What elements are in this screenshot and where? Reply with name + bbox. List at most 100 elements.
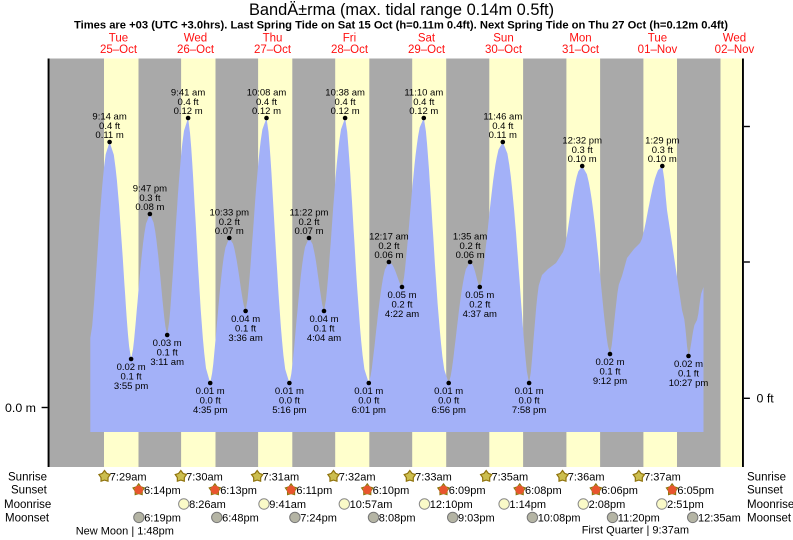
svg-text:1:35 am: 1:35 am: [453, 232, 487, 243]
svg-text:0.01 m: 0.01 m: [275, 386, 304, 397]
svg-text:6:08pm: 6:08pm: [525, 485, 562, 497]
svg-text:0.1 ft: 0.1 ft: [121, 372, 142, 383]
svg-text:7:32am: 7:32am: [339, 471, 376, 483]
svg-text:2:51pm: 2:51pm: [667, 499, 704, 511]
svg-text:0.0 ft: 0.0 ft: [200, 396, 221, 407]
svg-text:Wed: Wed: [184, 33, 207, 45]
svg-text:0.12 m: 0.12 m: [331, 106, 360, 117]
svg-text:Moonrise: Moonrise: [4, 499, 51, 511]
svg-text:3:11 am: 3:11 am: [150, 357, 184, 368]
svg-text:Fri: Fri: [343, 33, 356, 45]
svg-text:Sat: Sat: [418, 33, 436, 45]
svg-text:0.1 ft: 0.1 ft: [157, 348, 178, 359]
svg-text:7:35am: 7:35am: [492, 471, 529, 483]
svg-text:10:27 pm: 10:27 pm: [669, 378, 709, 389]
svg-text:12:32 pm: 12:32 pm: [562, 136, 602, 147]
svg-text:6:09pm: 6:09pm: [449, 485, 486, 497]
svg-text:6:11pm: 6:11pm: [296, 485, 332, 497]
svg-text:8:26am: 8:26am: [189, 499, 226, 511]
svg-text:6:19pm: 6:19pm: [144, 512, 181, 524]
svg-text:6:56 pm: 6:56 pm: [432, 405, 466, 416]
svg-text:7:36am: 7:36am: [568, 471, 605, 483]
svg-text:7:31am: 7:31am: [263, 471, 300, 483]
svg-text:Mon: Mon: [569, 33, 591, 45]
svg-text:4:04 am: 4:04 am: [307, 333, 341, 344]
svg-text:0.3 ft: 0.3 ft: [652, 145, 673, 156]
svg-text:Tue: Tue: [109, 33, 128, 45]
svg-text:0.1 ft: 0.1 ft: [313, 324, 334, 335]
svg-text:0.07 m: 0.07 m: [294, 226, 323, 237]
svg-text:0.4 ft: 0.4 ft: [99, 121, 120, 132]
svg-text:0.3 ft: 0.3 ft: [572, 145, 593, 156]
svg-text:10:57am: 10:57am: [350, 499, 393, 511]
svg-text:1:29 pm: 1:29 pm: [645, 136, 679, 147]
svg-text:11:22 pm: 11:22 pm: [290, 208, 329, 219]
svg-text:27–Oct: 27–Oct: [254, 44, 292, 56]
svg-text:12:35am: 12:35am: [698, 512, 741, 524]
svg-text:12:17 am: 12:17 am: [369, 232, 409, 243]
svg-text:0.4 ft: 0.4 ft: [492, 121, 513, 132]
svg-text:Moonset: Moonset: [5, 512, 50, 524]
svg-text:Moonrise: Moonrise: [747, 499, 793, 511]
svg-text:0.2 ft: 0.2 ft: [219, 217, 240, 228]
svg-text:0.10 m: 0.10 m: [648, 154, 677, 165]
svg-text:0.10 m: 0.10 m: [568, 154, 597, 165]
svg-text:0.0 m: 0.0 m: [5, 401, 36, 415]
svg-text:28–Oct: 28–Oct: [331, 44, 369, 56]
svg-text:7:33am: 7:33am: [415, 471, 452, 483]
svg-text:02–Nov: 02–Nov: [715, 44, 755, 56]
svg-text:0.4 ft: 0.4 ft: [335, 97, 356, 108]
svg-text:0.2 ft: 0.2 ft: [378, 241, 399, 252]
svg-text:0.01 m: 0.01 m: [354, 386, 383, 397]
svg-text:7:24pm: 7:24pm: [300, 512, 337, 524]
svg-text:0.05 m: 0.05 m: [387, 290, 416, 301]
svg-text:9:12 pm: 9:12 pm: [593, 376, 627, 387]
svg-text:10:08 am: 10:08 am: [247, 88, 287, 99]
svg-text:0.0 ft: 0.0 ft: [358, 396, 379, 407]
svg-text:0.02 m: 0.02 m: [674, 359, 703, 370]
svg-text:4:37 am: 4:37 am: [463, 309, 497, 320]
svg-text:6:14pm: 6:14pm: [144, 485, 181, 497]
svg-text:12:10pm: 12:10pm: [430, 499, 473, 511]
svg-text:0.1 ft: 0.1 ft: [235, 324, 256, 335]
svg-text:Moonset: Moonset: [747, 512, 792, 524]
svg-text:10:33 pm: 10:33 pm: [209, 208, 249, 219]
svg-text:0.05 m: 0.05 m: [465, 290, 494, 301]
svg-text:0.0 ft: 0.0 ft: [438, 396, 459, 407]
svg-text:7:30am: 7:30am: [186, 471, 223, 483]
svg-text:9:41am: 9:41am: [269, 499, 306, 511]
svg-text:0.0 ft: 0.0 ft: [519, 396, 540, 407]
svg-text:7:37am: 7:37am: [644, 471, 681, 483]
svg-text:0.0 ft: 0.0 ft: [279, 396, 300, 407]
svg-text:0.11 m: 0.11 m: [489, 130, 517, 141]
svg-text:0 ft: 0 ft: [757, 392, 775, 406]
svg-text:0.02 m: 0.02 m: [117, 362, 146, 373]
svg-text:Thu: Thu: [263, 33, 283, 45]
svg-text:8:08pm: 8:08pm: [379, 512, 416, 524]
svg-text:Wed: Wed: [723, 33, 746, 45]
svg-text:0.06 m: 0.06 m: [374, 250, 403, 261]
svg-text:9:41 am: 9:41 am: [171, 88, 205, 99]
svg-text:4:22 am: 4:22 am: [385, 309, 419, 320]
svg-text:9:47 pm: 9:47 pm: [133, 184, 167, 195]
svg-text:0.4 ft: 0.4 ft: [256, 97, 277, 108]
svg-text:0.06 m: 0.06 m: [456, 250, 485, 261]
svg-text:Sunrise: Sunrise: [8, 471, 47, 483]
svg-text:6:06pm: 6:06pm: [601, 485, 638, 497]
svg-text:1:14pm: 1:14pm: [509, 499, 546, 511]
svg-text:0.4 ft: 0.4 ft: [178, 97, 199, 108]
svg-text:0.01 m: 0.01 m: [196, 386, 225, 397]
svg-text:10:08pm: 10:08pm: [538, 512, 581, 524]
svg-text:26–Oct: 26–Oct: [177, 44, 215, 56]
svg-text:6:01 pm: 6:01 pm: [352, 405, 386, 416]
svg-text:Sunset: Sunset: [11, 485, 48, 497]
svg-text:0.12 m: 0.12 m: [174, 106, 203, 117]
svg-text:0.2 ft: 0.2 ft: [460, 241, 481, 252]
svg-text:0.11 m: 0.11 m: [95, 130, 123, 141]
svg-text:First Quarter | 9:37am: First Quarter | 9:37am: [582, 524, 689, 536]
svg-text:6:10pm: 6:10pm: [373, 485, 410, 497]
svg-text:Sunrise: Sunrise: [747, 471, 786, 483]
svg-text:6:13pm: 6:13pm: [220, 485, 257, 497]
svg-text:Sunset: Sunset: [747, 485, 784, 497]
svg-text:9:03pm: 9:03pm: [458, 512, 495, 524]
